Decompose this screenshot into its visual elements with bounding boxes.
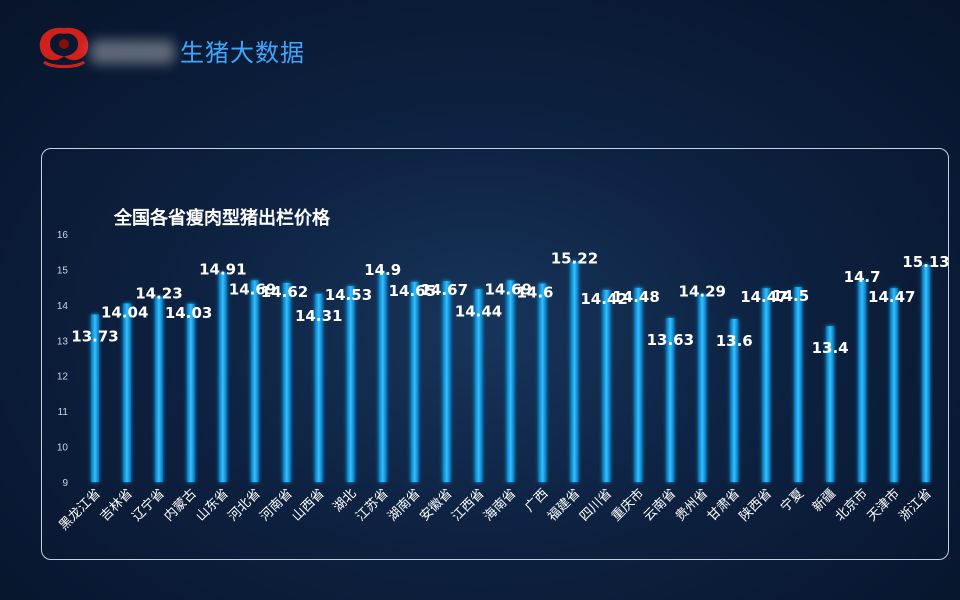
category-label: 四川省 xyxy=(577,486,615,524)
y-tick-label: 11 xyxy=(58,407,69,418)
data-label: 14.44 xyxy=(455,302,502,320)
chart-title: 全国各省瘦肉型猪出栏价格 xyxy=(114,208,330,229)
data-label: 14.62 xyxy=(261,283,308,301)
data-label: 13.73 xyxy=(71,327,118,345)
bar xyxy=(890,288,899,482)
y-tick-label: 14 xyxy=(57,301,69,312)
bar xyxy=(730,319,739,482)
data-label: 14.67 xyxy=(421,281,468,299)
category-label: 海南省 xyxy=(480,486,519,525)
category-label: 浙江省 xyxy=(897,486,935,524)
bar xyxy=(474,289,483,482)
bar xyxy=(858,280,867,482)
bar xyxy=(218,272,227,482)
bar xyxy=(410,281,419,482)
y-tick-label: 10 xyxy=(57,443,69,454)
data-label: 13.63 xyxy=(647,331,694,349)
y-tick-label: 13 xyxy=(57,336,69,347)
data-label: 14.91 xyxy=(199,261,246,279)
y-tick-label: 15 xyxy=(57,265,69,276)
category-label: 江苏省 xyxy=(353,486,392,525)
data-label: 14.9 xyxy=(364,261,401,279)
category-label: 湖南省 xyxy=(385,486,424,525)
bar xyxy=(794,287,803,482)
y-tick-label: 16 xyxy=(57,230,69,241)
red-swirl-logo-icon xyxy=(34,22,94,70)
data-label: 13.6 xyxy=(716,332,753,350)
bar xyxy=(666,317,675,482)
category-label: 山西省 xyxy=(289,486,327,524)
data-label: 14.65 xyxy=(389,282,436,300)
category-label: 河南省 xyxy=(257,486,296,525)
data-label: 14.48 xyxy=(612,288,659,306)
blurred-logo-text xyxy=(90,40,175,64)
category-label: 河北省 xyxy=(225,486,263,524)
category-label: 安徽省 xyxy=(417,486,455,524)
brand-title: 生猪大数据 xyxy=(180,39,305,67)
y-tick-label: 9 xyxy=(62,478,68,489)
category-label: 天津市 xyxy=(864,486,903,525)
y-tick-label: 12 xyxy=(57,372,69,383)
category-label: 江西省 xyxy=(449,486,487,524)
bar xyxy=(186,303,195,482)
data-label: 15.13 xyxy=(902,253,949,271)
category-label: 吉林省 xyxy=(98,486,136,524)
bar xyxy=(634,287,643,482)
data-label: 14.42 xyxy=(580,290,627,308)
data-label: 14.47 xyxy=(868,288,915,306)
category-label: 重庆市 xyxy=(608,486,647,525)
category-label: 辽宁省 xyxy=(129,486,168,525)
bar xyxy=(122,303,131,482)
bar xyxy=(538,283,547,482)
category-label: 云南省 xyxy=(640,486,679,525)
category-label: 山东省 xyxy=(193,486,231,524)
bar xyxy=(698,294,707,482)
bar xyxy=(506,280,515,482)
bar xyxy=(762,288,771,482)
bar xyxy=(378,272,387,482)
data-label: 14.31 xyxy=(295,307,342,325)
data-label: 14.5 xyxy=(772,287,809,305)
data-label: 13.4 xyxy=(812,339,849,357)
data-label: 14.04 xyxy=(101,303,148,321)
bar xyxy=(282,282,291,482)
bar xyxy=(250,280,259,482)
data-label: 14.69 xyxy=(229,280,276,298)
category-label: 甘肃省 xyxy=(705,486,743,524)
data-label: 14.53 xyxy=(325,286,372,304)
category-label: 福建省 xyxy=(545,486,583,524)
bar xyxy=(570,261,579,482)
category-label: 黑龙江省 xyxy=(56,486,103,533)
bar xyxy=(154,296,163,482)
category-label: 陕西省 xyxy=(737,486,775,524)
category-label: 宁夏 xyxy=(777,486,807,516)
data-label: 14.69 xyxy=(485,280,532,298)
data-label: 14.6 xyxy=(516,284,553,302)
category-label: 内蒙古 xyxy=(161,486,200,525)
data-label: 14.29 xyxy=(679,283,726,301)
category-label: 北京市 xyxy=(832,486,871,525)
bar xyxy=(602,289,611,482)
category-label: 贵州省 xyxy=(673,486,711,524)
bar xyxy=(91,314,99,482)
data-label: 14.03 xyxy=(165,304,212,322)
data-label: 14.7 xyxy=(844,268,881,286)
bar xyxy=(922,264,930,482)
bar xyxy=(442,281,451,482)
bar xyxy=(826,326,835,482)
chart-panel xyxy=(41,148,949,560)
data-label: 15.22 xyxy=(551,250,598,268)
bar xyxy=(346,286,355,482)
data-label: 14.47 xyxy=(740,288,787,306)
data-label: 14.23 xyxy=(135,285,182,303)
bar xyxy=(314,293,323,482)
